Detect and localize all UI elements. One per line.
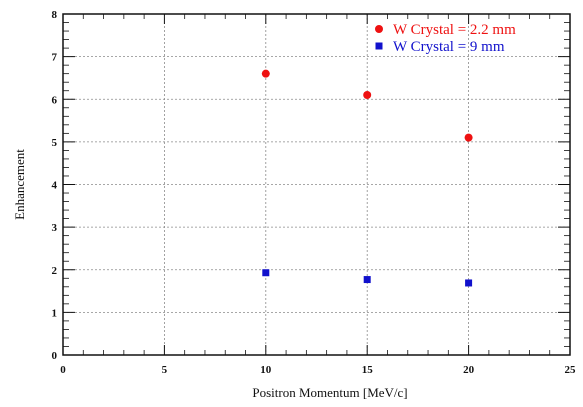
data-point-series-2	[262, 269, 270, 277]
data-points	[261, 69, 473, 287]
y-tick-label: 3	[52, 222, 58, 234]
x-tick-label: 0	[60, 364, 66, 376]
x-tick-label: 10	[260, 364, 272, 376]
x-tick-label: 25	[565, 364, 577, 376]
y-tick-label: 8	[52, 9, 58, 21]
legend-marker-red-circle	[375, 25, 383, 33]
x-tick-labels: 0 5 10 15 20 25	[60, 364, 576, 376]
legend-marker-blue-square	[375, 42, 383, 50]
x-axis-label: Positron Momentum [MeV/c]	[252, 385, 407, 400]
data-point-series-2	[363, 276, 371, 284]
legend: W Crystal = 2.2 mm W Crystal = 9 mm	[375, 22, 516, 55]
data-point-series-1	[261, 69, 270, 78]
data-point-series-2	[465, 279, 473, 287]
x-tick-label: 20	[463, 364, 475, 376]
data-point-series-1	[464, 133, 473, 142]
y-tick-label: 7	[52, 52, 58, 64]
axis-ticks	[62, 13, 571, 356]
y-tick-label: 4	[52, 180, 58, 192]
grid	[63, 14, 570, 355]
y-tick-label: 2	[52, 265, 58, 277]
data-point-series-1	[363, 90, 372, 99]
y-tick-labels: 0 1 2 3 4 5 6 7 8	[52, 9, 58, 362]
y-tick-label: 0	[52, 350, 58, 362]
legend-label-series-1: W Crystal = 2.2 mm	[393, 22, 516, 38]
legend-label-series-2: W Crystal = 9 mm	[393, 39, 505, 55]
x-tick-label: 5	[162, 364, 168, 376]
x-tick-label: 15	[362, 364, 374, 376]
y-tick-label: 1	[52, 307, 58, 319]
y-axis-label: Enhancement	[12, 149, 27, 220]
y-tick-label: 5	[52, 137, 58, 149]
y-tick-label: 6	[52, 94, 58, 106]
